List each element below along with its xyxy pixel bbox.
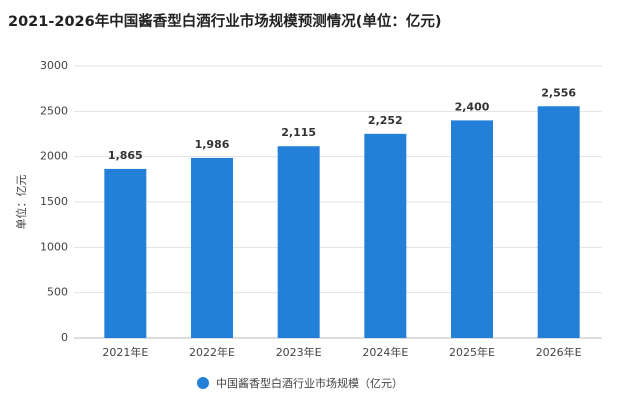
data-label: 2,556: [541, 86, 576, 99]
data-label: 2,115: [281, 126, 316, 139]
bar: [277, 146, 320, 338]
y-tick-label: 1000: [40, 240, 68, 253]
data-label: 1,865: [108, 149, 143, 162]
legend-swatch: [197, 377, 209, 389]
y-tick-label: 1500: [40, 195, 68, 208]
x-tick-label: 2026年E: [536, 345, 582, 359]
bar: [537, 106, 580, 338]
data-label: 1,986: [195, 138, 230, 151]
x-tick-label: 2024年E: [362, 345, 408, 359]
data-label: 2,252: [368, 114, 403, 127]
y-tick-label: 500: [47, 286, 68, 299]
legend-label: 中国酱香型白酒行业市场规模（亿元）: [216, 376, 403, 390]
bar: [364, 133, 407, 338]
x-tick-label: 2021年E: [102, 345, 148, 359]
bar: [104, 168, 147, 338]
x-tick-label: 2023年E: [276, 345, 322, 359]
y-tick-label: 0: [61, 331, 68, 344]
y-tick-label: 2500: [40, 104, 68, 117]
bar: [451, 120, 493, 339]
bar: [191, 157, 233, 338]
x-tick-label: 2022年E: [189, 345, 235, 359]
chart-title: 2021-2026年中国酱香型白酒行业市场规模预测情况(单位：亿元): [8, 12, 441, 30]
y-axis-label: 单位：亿元: [14, 175, 28, 230]
data-label: 2,400: [455, 100, 490, 113]
y-tick-label: 2000: [40, 150, 68, 163]
x-tick-label: 2025年E: [449, 345, 495, 359]
y-tick-label: 3000: [40, 59, 68, 72]
